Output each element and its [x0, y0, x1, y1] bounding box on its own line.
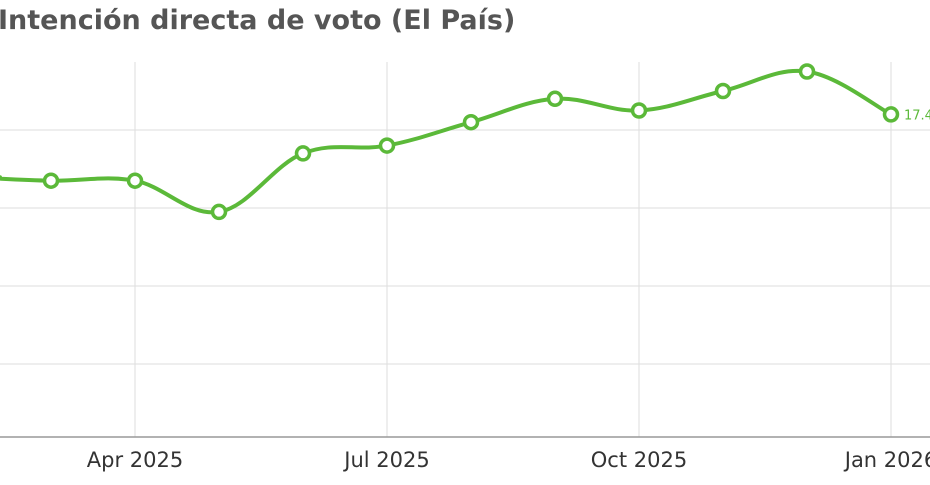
series-line: [0, 68, 893, 215]
data-point[interactable]: [798, 63, 816, 80]
x-tick-label: Oct 2025: [591, 448, 687, 472]
data-point[interactable]: [294, 145, 312, 162]
data-point[interactable]: [714, 82, 732, 100]
data-point[interactable]: [630, 102, 648, 119]
data-point[interactable]: [126, 172, 144, 189]
chart-title: Intención directa de voto (El País): [0, 5, 516, 36]
data-point[interactable]: [462, 113, 480, 131]
data-point[interactable]: [378, 137, 396, 154]
tick-labels: Apr 2025 Jul 2025 Oct 2025 Jan 2026 17.4: [87, 108, 930, 472]
last-point-label: 17.4: [904, 108, 930, 123]
series-line-path: [0, 68, 893, 215]
data-point[interactable]: [42, 172, 60, 189]
x-tick-label: Jul 2025: [342, 448, 429, 472]
x-tick-label: Apr 2025: [87, 448, 183, 472]
x-tick-label: Jan 2026: [843, 448, 930, 472]
data-point[interactable]: [882, 106, 900, 123]
data-points: [42, 63, 900, 221]
data-point[interactable]: [210, 203, 228, 221]
grid-lines: [0, 62, 930, 437]
data-point[interactable]: [546, 90, 564, 108]
